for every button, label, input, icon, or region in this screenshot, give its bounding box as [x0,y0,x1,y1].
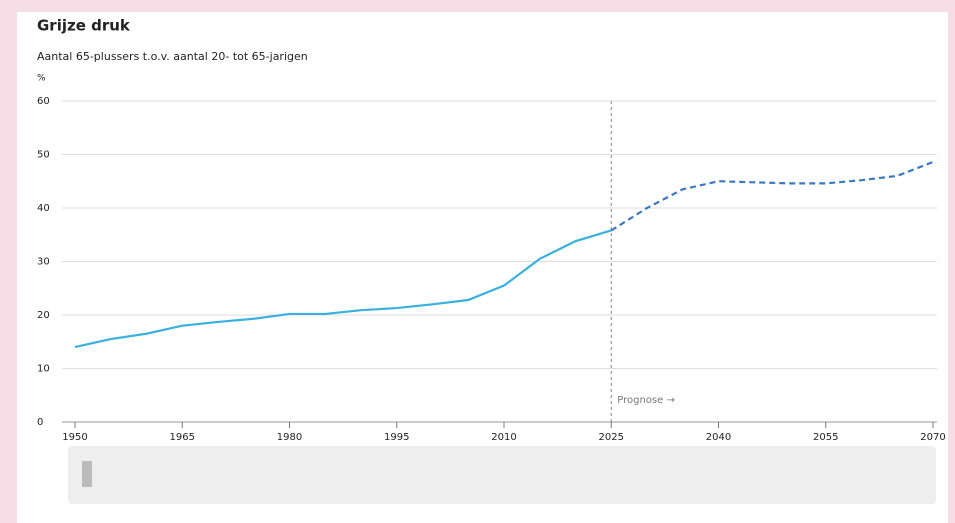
panel [17,12,948,523]
annotation: Prognose → [617,395,675,406]
y-tick-label: 20 [37,310,50,321]
x-tick-label: 2040 [706,432,731,443]
range-slider[interactable] [68,446,936,504]
y-tick-label: 0 [37,417,43,428]
y-axis-label: % [37,74,46,84]
x-tick-label: 1965 [170,432,195,443]
x-tick-label: 2070 [920,432,945,443]
data-line [610,160,934,232]
y-tick-label: 10 [37,364,50,375]
x-tick-label: 2025 [599,432,624,443]
chart-subtitle: Aantal 65-plussers t.o.v. aantal 20- tot… [37,50,308,63]
x-tick-label: 2055 [813,432,838,443]
x-tick-label: 1995 [384,432,409,443]
data-line [74,229,612,349]
x-tick-label: 2010 [491,432,516,443]
y-tick-label: 30 [37,257,50,268]
x-tick-label: 1950 [62,432,87,443]
logo [82,461,92,487]
y-tick-label: 60 [37,96,50,107]
x-tick-label: 1980 [277,432,302,443]
chart-title: Grijze druk [37,17,131,35]
y-tick-label: 40 [37,203,50,214]
y-tick-label: 50 [37,150,50,161]
